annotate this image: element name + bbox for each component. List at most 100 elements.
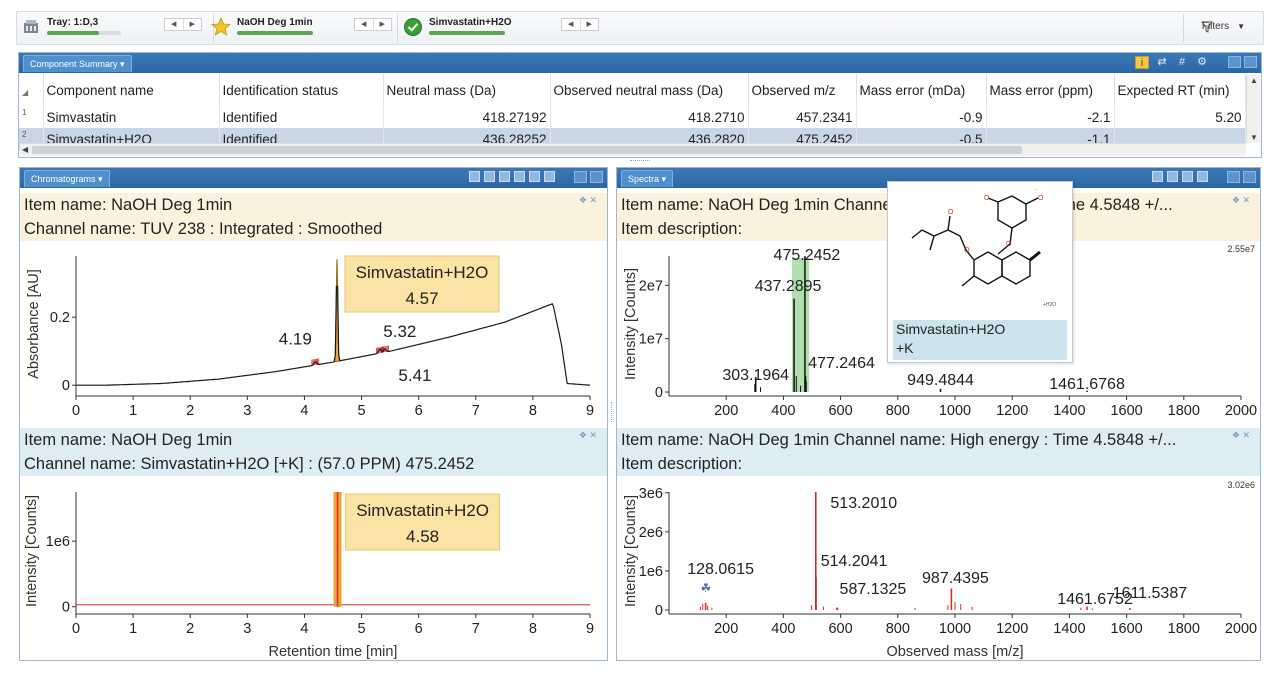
peak-annotation-rt: 4.58 [406,527,439,546]
tuv-chromatogram[interactable]: 0 1 2 3 4 5 6 7 8 9 0 0.2 Absorbance [AU] 4.19 5.32 5.4… [20,168,608,661]
x-tick-label: 4 [300,403,308,419]
x-tick-label: 1800 [1168,621,1200,637]
x-tick-label: 1800 [1168,403,1200,419]
refresh-icon[interactable] [499,171,510,182]
peak-mz-label: 513.2010 [830,495,897,512]
sample-selector[interactable]: NaOH Deg 1min ◀ ▶ [210,15,401,41]
splitter-handle-vertical[interactable] [611,402,615,422]
table-cell: -0.9 [856,106,987,128]
tray-selector[interactable]: Tray: 1:D,3 ◀ ▶ [21,15,211,41]
column-header[interactable]: Mass error (mDa) [856,74,987,106]
x-tick-label: 2000 [1225,621,1257,637]
spectra-tab[interactable]: Spectra ▾ [621,170,674,187]
info-icon[interactable]: i [1135,56,1149,69]
prev-icon[interactable]: ◀ [562,19,581,30]
column-header[interactable]: Observed m/z [748,74,857,106]
tray-label: Tray: 1:D,3 [47,17,99,28]
x-tick-label: 800 [886,621,910,637]
x-tick-label: 600 [828,621,852,637]
move-icon[interactable] [544,171,555,182]
tray-icon [24,20,38,33]
minimize-button[interactable] [574,171,587,183]
y-tick-label: 1e6 [639,564,663,580]
pin-icon[interactable]: ❖ ✕ [578,430,597,440]
copy-icon[interactable] [1152,171,1163,182]
filters-button[interactable]: Filters ▼ [1200,21,1245,33]
table-row[interactable]: 1 Simvastatin Identified 418.27192 418.2… [19,106,1246,128]
column-header[interactable]: Expected RT (min) [1114,74,1246,106]
scroll-thumb[interactable] [32,146,1022,154]
x-tick-label: 1200 [996,403,1028,419]
move-icon[interactable] [1197,171,1208,182]
x-tick-label: 1600 [1110,403,1142,419]
component-progress [429,31,505,35]
table-cell: Identified [219,106,384,128]
table-cell: Simvastatin [43,106,220,128]
extracted-ion-chromatogram[interactable]: 0 1 2 3 4 5 6 7 8 9 0 1e6 Intensity [Counts] Retentio… [20,168,608,661]
component-selector[interactable]: Simvastatin+H2O ◀ ▶ [403,15,599,41]
link-icon[interactable]: ⇄ [1157,56,1167,68]
x-tick-label: 3 [243,403,251,419]
minimize-button[interactable] [1228,56,1241,68]
x-tick-label: 3 [243,621,251,637]
x-tick-label: 2000 [1225,403,1257,419]
next-icon[interactable]: ▶ [189,21,195,28]
column-header[interactable]: Observed neutral mass (Da) [550,74,749,106]
horizontal-scrollbar[interactable]: ◀ [20,143,1246,156]
column-header[interactable]: Neutral mass (Da) [383,74,551,106]
x-tick-label: 7 [472,403,480,419]
x-tick-label: 1 [129,621,137,637]
pin-icon[interactable]: ❖ ✕ [1231,430,1250,440]
maximize-button[interactable] [590,171,603,183]
tray-nav[interactable]: ◀ ▶ [164,18,202,31]
y-tick-label: 0 [655,603,663,619]
low-energy-spectrum[interactable]: 200 400 600 800 1000 1200 1400 1600 1800 200001e7… [617,168,1261,661]
peak-mz-label: 477.2464 [808,355,875,372]
star-icon [210,16,232,36]
zoom-icon[interactable] [484,171,495,182]
component-summary-tab[interactable]: Component Summary ▾ [23,55,132,72]
maximize-button[interactable] [1243,171,1256,183]
grid-icon[interactable] [1167,171,1178,182]
pin-icon[interactable]: ❖ ✕ [578,195,597,205]
hash-icon[interactable]: # [1178,56,1186,68]
molecule-structure-image: O O O O O ... +H2O [911,186,1056,308]
x-tick-label: 5 [358,403,366,419]
max-intensity-label: 2.55e7 [1227,244,1255,254]
y-tick-label: 0 [62,378,70,394]
copy-icon[interactable] [469,171,480,182]
grid-icon[interactable] [514,171,525,182]
maximize-button[interactable] [1244,56,1257,68]
chromatograms-tab[interactable]: Chromatograms ▾ [24,170,110,187]
component-nav[interactable]: ◀ ▶ [561,18,599,31]
chromatograms-panel: Chromatograms ▾ Item name: NaOH Deg 1min… [19,167,608,661]
column-header[interactable]: Component name [43,74,220,106]
settings-icon[interactable]: ⚙ [1197,56,1207,68]
layout-icon[interactable] [1182,171,1193,182]
vertical-scrollbar[interactable]: ▲ ▼ [1246,75,1260,143]
pin-icon[interactable]: ❖ ✕ [1231,195,1250,205]
channel-name-label: Channel name: TUV 238 : Integrated : Smo… [24,220,383,238]
peak-mz-label: 475.2452 [774,247,841,264]
sample-nav[interactable]: ◀ ▶ [354,18,392,31]
peak-mz-label: 1461.6752 [1057,591,1133,608]
spectrum-header-bottom: Item name: NaOH Deg 1min Channel name: H… [617,428,1260,476]
svg-text:O: O [1006,241,1012,248]
x-tick-label: 9 [586,621,594,637]
peak-annotation-rt: 4.57 [405,289,438,308]
next-icon[interactable]: ▶ [586,21,592,28]
prev-icon[interactable]: ◀ [165,19,184,30]
splitter-handle[interactable] [630,160,650,164]
minimize-button[interactable] [1227,171,1240,183]
column-header[interactable]: Identification status [219,74,384,106]
peak-annotation-name: Simvastatin+H2O [356,501,489,520]
y-axis-label: Intensity [Counts] [623,495,639,607]
layout-icon[interactable] [529,171,540,182]
next-icon[interactable]: ▶ [379,21,385,28]
peak-mz-label: 587.1325 [840,581,907,598]
peak-rt-label: 5.41 [398,366,431,385]
prev-icon[interactable]: ◀ [355,19,374,30]
sample-toolbar: Tray: 1:D,3 ◀ ▶ NaOH Deg 1min ◀ ▶ Simvasta… [16,11,1264,45]
high-energy-spectrum[interactable]: 200 400 600 800 1000 1200 1400 1600 1800 200001e6… [617,168,1261,661]
column-header[interactable]: Mass error (ppm) [986,74,1115,106]
